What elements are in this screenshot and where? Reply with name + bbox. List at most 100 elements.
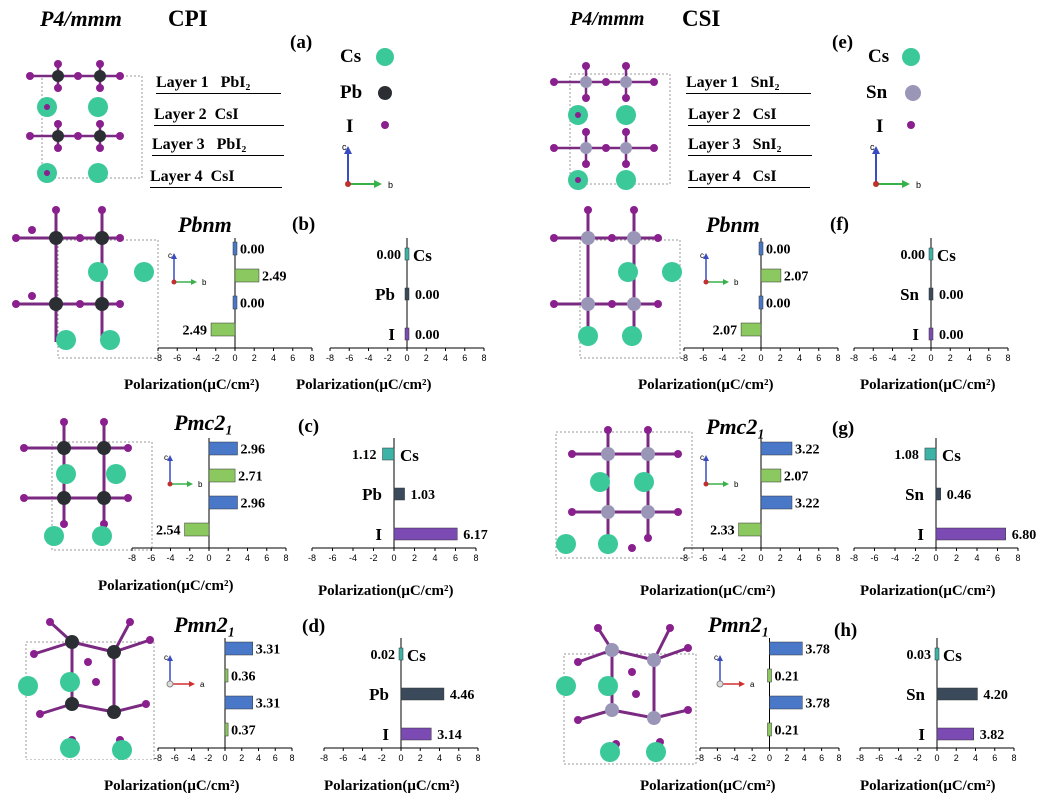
layer-name: Layer 3 (152, 136, 205, 153)
x-tick-label: -6 (328, 553, 336, 563)
x-tick-label: -2 (911, 553, 919, 563)
bar-category-label: Pb (375, 285, 395, 304)
xlabel-d-atom: Polarization(μC/cm²) (324, 778, 460, 794)
bar (398, 647, 404, 661)
bar-value-label: 1.12 (352, 448, 377, 463)
bar (769, 641, 803, 656)
bar-category-label: Cs (943, 646, 962, 665)
legend-i-swatch (907, 121, 915, 129)
x-tick-label: -6 (875, 753, 883, 763)
layer-composition: PbI₂ (216, 136, 247, 153)
x-tick-label: 4 (973, 753, 978, 763)
x-tick-label: -4 (349, 553, 357, 563)
bar (767, 668, 772, 683)
x-tick-label: -6 (713, 753, 721, 763)
bar-category-label: I (918, 725, 925, 744)
bar-value-label: 0.03 (907, 648, 932, 663)
x-tick-label: 0 (758, 353, 763, 363)
bar (232, 295, 238, 310)
bar-category-label: Sn (906, 685, 925, 704)
phase-title-pbnm-right: Pbnm (706, 212, 760, 237)
x-tick-label: 6 (264, 553, 269, 563)
bar-category-label: I (912, 325, 919, 344)
x-tick-label: 8 (309, 353, 314, 363)
x-tick-label: 8 (836, 753, 841, 763)
bar-value-label: 0.36 (231, 670, 256, 685)
bar-value-label: 0.00 (415, 288, 440, 303)
legend-label-sn: Sn (866, 82, 888, 103)
axis-label-c: c (700, 453, 704, 462)
x-tick-label: 0 (206, 553, 211, 563)
axis-label-b: b (202, 278, 207, 287)
layer-row-4: Layer 4 CsI (150, 168, 282, 188)
x-tick-label: 8 (1015, 553, 1020, 563)
x-tick-label: 0 (232, 353, 237, 363)
layer-row-2: Layer 2 CsI (154, 106, 284, 126)
x-tick-label: -8 (850, 353, 858, 363)
material-title-cpi: CPI (168, 6, 208, 31)
bar (769, 695, 803, 710)
bar (400, 687, 445, 701)
bar-value-label: 0.00 (766, 297, 791, 312)
x-tick-label: -6 (699, 353, 707, 363)
x-tick-label: 4 (432, 553, 437, 563)
x-tick-label: 6 (816, 553, 821, 563)
bar (935, 487, 941, 501)
axes-icon: c b (870, 142, 921, 190)
x-tick-label: -4 (888, 353, 896, 363)
x-tick-label: -2 (738, 353, 746, 363)
layer-name: Layer 4 (688, 168, 741, 185)
axis-label-c: c (342, 142, 347, 152)
x-tick-label: 4 (974, 553, 979, 563)
axes-icon: cb (168, 251, 207, 287)
bar-value-label: 3.31 (256, 697, 281, 712)
x-tick-label: 2 (948, 353, 953, 363)
axes-icon: ca (714, 653, 755, 689)
bar (740, 322, 762, 337)
bar-category-label: Pb (369, 685, 389, 704)
x-tick-label: 8 (1011, 753, 1016, 763)
bar-value-label: 2.33 (710, 524, 735, 539)
x-tick-label: 8 (835, 353, 840, 363)
x-tick-label: -8 (154, 353, 162, 363)
chart-b-atom: -8 -6 -4 -2 0 2 4 6 8 0.00 Cs 0.00 Pb 0.00 I (326, 238, 487, 363)
chart-h-atom: -8 -6 -4 -2 0 2 4 6 8 0.03 Cs 4.20 Sn 3.82 I (856, 638, 1017, 763)
chart-g-atom: -8 -6 -4 -2 0 2 4 6 8 1.08 Cs 0.46 Sn 6.80 I (850, 438, 1036, 563)
structure-cpi-pmc21 (20, 418, 153, 551)
x-tick-label: 8 (475, 753, 480, 763)
bar-value-label: 0.00 (901, 248, 926, 263)
bar-category-label: Sn (905, 485, 924, 504)
bar-category-label: Cs (942, 446, 961, 465)
bar-value-label: 0.46 (947, 488, 972, 503)
x-tick-label: 8 (289, 753, 294, 763)
x-tick-label: -4 (891, 553, 899, 563)
bar (224, 722, 229, 737)
x-tick-label: -2 (212, 353, 220, 363)
layer-name: Layer 1 (156, 74, 209, 91)
bar (760, 495, 793, 510)
legend-sn-swatch (905, 85, 921, 101)
bar-value-label: 3.78 (805, 697, 830, 712)
bar-category-label: I (382, 725, 389, 744)
x-tick-label: -6 (147, 553, 155, 563)
bar (208, 441, 238, 456)
x-tick-label: -4 (718, 353, 726, 363)
bar (758, 295, 764, 310)
bar-category-label: Cs (413, 246, 432, 265)
bar-value-label: 6.80 (1012, 528, 1036, 543)
bar (760, 468, 782, 483)
x-tick-label: 2 (252, 353, 257, 363)
bar-value-label: 6.17 (463, 528, 488, 543)
x-tick-label: 0 (767, 753, 772, 763)
layer-composition: CsI (752, 168, 777, 185)
structure-cpi-pmn21 (18, 618, 155, 760)
x-tick-label: 0 (222, 753, 227, 763)
bar (393, 487, 405, 501)
axis-label-b: b (734, 278, 739, 287)
x-tick-label: 8 (283, 553, 288, 563)
bar (232, 241, 238, 256)
bar-value-label: 2.07 (784, 470, 809, 485)
axes-icon: cb (700, 453, 739, 489)
axis-label-c: c (870, 142, 875, 152)
chart-h-layer: -8 -6 -4 -2 0 2 4 6 8 3.78 0.21 3.78 0.21 (696, 638, 842, 763)
